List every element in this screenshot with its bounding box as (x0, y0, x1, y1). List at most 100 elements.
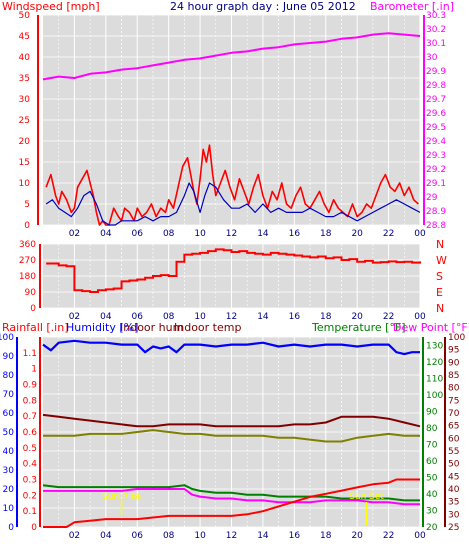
x-tick-label: 22 (383, 531, 394, 541)
dew-point-tick-label: 30 (448, 510, 460, 520)
x-tick-label: 16 (289, 229, 301, 239)
dew-point-tick-label: 100 (448, 333, 465, 343)
x-tick-label: 04 (100, 229, 112, 239)
rainfall-tick-label: 0.9 (23, 381, 38, 391)
rainfall-line (43, 478, 420, 528)
barometer-tick-label: 29.2 (426, 165, 446, 175)
dew-point-tick-label: 85 (448, 371, 459, 381)
temperature-tick-label: 70 (426, 440, 438, 450)
windspeed-tick-label: 20 (19, 137, 31, 147)
temperature-tick-label: 20 (426, 523, 438, 533)
dew-point-tick-label: 55 (448, 447, 459, 457)
x-tick-label: 16 (289, 531, 301, 541)
x-tick-label: 18 (320, 229, 332, 239)
humidity-tick-label: 30 (3, 466, 15, 476)
windspeed-tick-label: 5 (24, 200, 30, 210)
axes (16, 15, 446, 527)
direction-tick-label: 180 (19, 272, 36, 282)
wind-direction-line (46, 248, 421, 293)
barometer-tick-label: 29.9 (426, 67, 446, 77)
barometer-tick-label: 29 (426, 193, 438, 203)
humidity-tick-label: 0 (8, 523, 14, 533)
windspeed-axis-label: Windspeed [mph] (2, 0, 100, 13)
compass-label: S (436, 270, 443, 283)
x-tick-label: 06 (132, 229, 144, 239)
dew-point-tick-label: 35 (448, 498, 459, 508)
humidity-tick-label: 80 (3, 371, 15, 381)
dew-point-tick-label: 70 (448, 409, 460, 419)
windspeed-tick-label: 30 (19, 95, 31, 105)
humidity-tick-label: 100 (0, 333, 14, 343)
barometer-tick-label: 30 (426, 53, 438, 63)
humidity-tick-label: 10 (3, 504, 15, 514)
x-tick-label: 10 (194, 229, 206, 239)
sunset-label: Sun Set (349, 492, 384, 502)
compass-label: N (436, 238, 444, 251)
temperature-tick-label: 80 (426, 424, 438, 434)
windspeed-tick-label: 10 (19, 179, 31, 189)
temperature-tick-label: 130 (426, 341, 443, 351)
rainfall-axis-label: Rainfall [.in] (2, 321, 69, 334)
x-tick-label: 10 (194, 312, 206, 322)
rainfall-tick-label: 0.8 (23, 396, 38, 406)
dew-point-tick-label: 60 (448, 434, 460, 444)
rainfall-tick-label: 1.1 (23, 349, 37, 359)
rainfall-tick-label: 0.4 (23, 460, 38, 470)
x-tick-label: 14 (257, 531, 269, 541)
x-tick-label: 20 (351, 229, 363, 239)
indoor-temp-line (43, 429, 420, 443)
dew-point-tick-label: 40 (448, 485, 460, 495)
windspeed-tick-label: 40 (19, 53, 31, 63)
humidity-line (42, 339, 420, 356)
rainfall-tick-label: 0.7 (23, 412, 37, 422)
temperature-tick-label: 60 (426, 457, 438, 467)
direction-tick-label: 360 (19, 240, 36, 250)
temperature-tick-label: 110 (426, 374, 443, 384)
x-tick-label: 00 (414, 312, 426, 322)
rainfall-tick-label: 0.6 (23, 428, 38, 438)
direction-tick-label: 90 (25, 288, 37, 298)
windspeed-tick-label: 25 (19, 116, 30, 126)
indoor-hum-label: Indoor hum (120, 321, 183, 334)
x-tick-label: 06 (132, 312, 144, 322)
series-lines (42, 32, 421, 528)
humidity-tick-label: 70 (3, 390, 15, 400)
x-tick-label: 14 (257, 229, 269, 239)
barometer-tick-label: 29.1 (426, 179, 446, 189)
x-tick-label: 14 (257, 312, 269, 322)
gridlines (43, 14, 436, 528)
rainfall-tick-label: 0.5 (23, 444, 37, 454)
x-tick-label: 18 (320, 531, 332, 541)
x-tick-label: 04 (100, 531, 112, 541)
dew-point-axis-label: Dew Point [°F] (393, 321, 469, 334)
temperature-tick-label: 30 (426, 506, 438, 516)
rainfall-tick-label: 0.3 (23, 476, 37, 486)
dew-point-tick-label: 50 (448, 460, 460, 470)
dew-point-tick-label: 45 (448, 472, 459, 482)
x-tick-label: 08 (163, 531, 175, 541)
windspeed-tick-label: 45 (19, 32, 30, 42)
barometer-tick-label: 30.2 (426, 25, 446, 35)
temperature-tick-label: 120 (426, 358, 443, 368)
rainfall-tick-label: 0 (31, 523, 37, 533)
indoor-temp-label: Indoor temp (174, 321, 241, 334)
barometer-tick-label: 29.8 (426, 81, 446, 91)
windspeed-tick-label: 50 (19, 11, 31, 21)
barometer-tick-label: 28.8 (426, 221, 446, 231)
humidity-tick-label: 20 (3, 485, 15, 495)
x-tick-label: 10 (194, 531, 206, 541)
x-tick-label: 08 (163, 312, 175, 322)
chart-title: 24 hour graph day : June 05 2012 (170, 0, 356, 13)
x-tick-label: 04 (100, 312, 112, 322)
humidity-tick-label: 90 (3, 352, 15, 362)
barometer-line (42, 32, 421, 81)
barometer-tick-label: 30.3 (426, 11, 446, 21)
humidity-tick-label: 50 (3, 428, 15, 438)
x-tick-label: 18 (320, 312, 332, 322)
x-tick-label: 02 (69, 229, 80, 239)
windspeed-tick-label: 35 (19, 74, 30, 84)
barometer-tick-label: 30.1 (426, 39, 446, 49)
